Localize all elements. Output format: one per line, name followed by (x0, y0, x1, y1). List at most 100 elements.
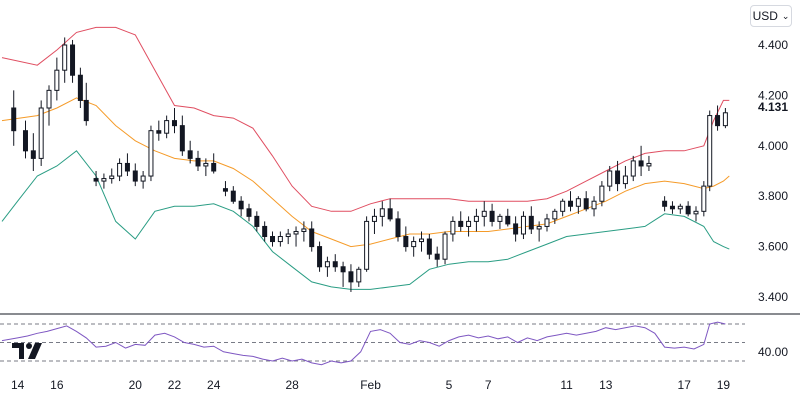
bollinger-basis-line (1, 97, 730, 248)
x-tick-label: 28 (285, 378, 299, 392)
candle-body (715, 115, 721, 127)
candle (591, 196, 597, 217)
candle-body (101, 178, 107, 182)
candle (340, 261, 346, 287)
candle (575, 196, 581, 214)
candle-body (395, 218, 401, 238)
bollinger-upper-line (1, 26, 730, 212)
candle (148, 125, 154, 182)
price-tick-label: 4.000 (758, 139, 788, 153)
candle (497, 213, 503, 229)
candle (434, 246, 440, 267)
candle-body (148, 130, 154, 177)
candle (607, 165, 613, 192)
x-tick-label: 16 (50, 378, 64, 392)
candle-body (317, 246, 323, 268)
x-tick-label: 19 (717, 378, 731, 392)
candle-body (536, 225, 542, 230)
candle (560, 198, 566, 217)
chevron-down-icon: ⌄ (781, 10, 790, 21)
candle-body (630, 160, 636, 177)
candle (195, 150, 201, 171)
candle (722, 108, 728, 129)
candle (203, 158, 209, 177)
x-tick-label: 13 (599, 378, 613, 392)
candle-body (117, 162, 123, 177)
candle-body (246, 208, 252, 217)
x-tick-label: 17 (678, 378, 692, 392)
price-tick-label: 3.600 (758, 240, 788, 254)
candle-body (379, 208, 385, 217)
candle (473, 208, 479, 232)
candle-body (552, 210, 558, 220)
candle-body (442, 233, 448, 260)
candle-body (109, 175, 115, 180)
candle-body (450, 220, 456, 235)
candle (599, 181, 605, 207)
candle (187, 140, 193, 164)
candle (83, 82, 89, 126)
candle-body (669, 205, 675, 210)
candle-body (340, 266, 346, 273)
candle-body (309, 228, 315, 248)
candle-body (607, 170, 613, 187)
candle (356, 266, 362, 287)
candle (685, 201, 691, 217)
x-tick-label: 5 (446, 378, 453, 392)
candle-body (411, 241, 417, 248)
price-tick-label: 4.200 (758, 88, 788, 102)
candle-body (171, 120, 177, 127)
candle-body (332, 261, 338, 268)
candle-body (230, 190, 236, 202)
candle-body (426, 238, 432, 255)
candle (630, 155, 636, 182)
x-tick-label: 7 (485, 378, 492, 392)
candle-body (528, 215, 534, 230)
candle (505, 208, 511, 227)
candle-body (356, 268, 362, 283)
candle (489, 203, 495, 227)
x-tick-label: 20 (129, 378, 143, 392)
candle (54, 57, 60, 101)
candle-body (466, 220, 472, 227)
candle (211, 153, 217, 174)
currency-dropdown-button[interactable]: USD ⌄ (750, 5, 792, 27)
candle-body (622, 175, 628, 185)
candle (662, 196, 668, 212)
candle-body (348, 271, 354, 283)
x-tick-label: 11 (560, 378, 573, 392)
candle (293, 226, 299, 247)
candle-body (70, 44, 76, 76)
candle (132, 163, 138, 187)
candle-body (638, 160, 644, 167)
candle-body (124, 162, 130, 172)
candle-body (277, 236, 283, 243)
candle-body (677, 205, 683, 210)
candle (403, 226, 409, 252)
candle-body (575, 198, 581, 207)
candle (309, 221, 315, 252)
candle (419, 231, 425, 252)
candle-body (364, 220, 370, 270)
candle-body (371, 215, 377, 222)
candle-body (646, 162, 652, 167)
candle (301, 221, 307, 242)
candle-body (685, 205, 691, 215)
candle (371, 208, 377, 234)
x-tick-label: 22 (168, 378, 182, 392)
candle (622, 165, 628, 189)
candle (30, 133, 36, 171)
candle (164, 115, 170, 139)
rsi-axis-label: 40.00 (758, 345, 788, 359)
candle (93, 171, 99, 187)
candle-body (568, 200, 574, 207)
candle (332, 254, 338, 272)
tradingview-logo[interactable] (12, 341, 46, 361)
candle-body (156, 130, 162, 134)
candle (230, 186, 236, 204)
candle (117, 158, 123, 182)
candle-body (62, 44, 68, 71)
candle (246, 203, 252, 222)
candle (379, 201, 385, 227)
